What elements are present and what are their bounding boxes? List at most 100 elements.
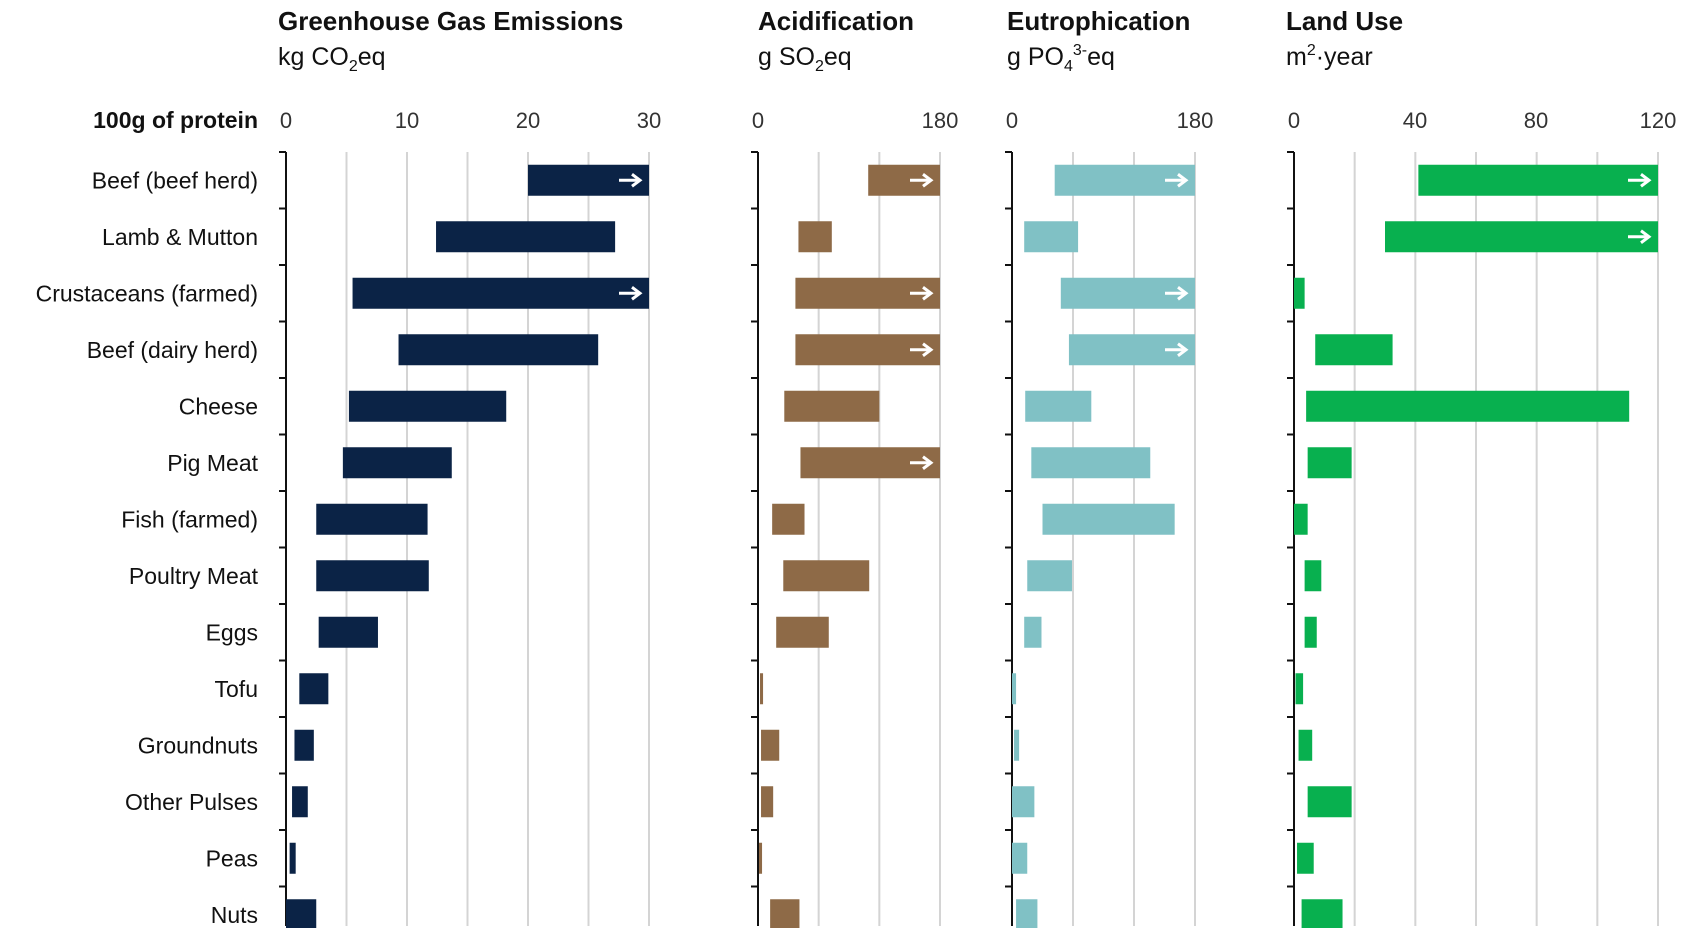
panel-eutrophication: Eutrophication g PO43-eq 0 180	[1005, 6, 1213, 928]
bar-eggs	[318, 616, 378, 648]
overflow-arrow-icon	[910, 286, 934, 301]
bar-fish-farmed	[316, 503, 428, 535]
row-labels: Beef (beef herd) Lamb & Mutton Crustaceans…	[36, 167, 259, 928]
overflow-arrow-icon	[910, 173, 934, 188]
bar-peas	[1297, 842, 1314, 874]
tick-label: 120	[1640, 108, 1677, 133]
panel-title: Greenhouse Gas Emissions	[278, 6, 623, 36]
tick-label: 40	[1403, 108, 1427, 133]
category-label-groundnuts: Groundnuts	[138, 732, 258, 758]
tick-label: 30	[637, 108, 661, 133]
bar-cheese	[1306, 390, 1630, 422]
bar-other-pulses	[292, 786, 308, 818]
bar-tofu	[1295, 673, 1304, 705]
bar-pig-meat	[1031, 447, 1151, 479]
overflow-arrow-icon	[910, 342, 934, 357]
bar-groundnuts	[294, 729, 314, 761]
overflow-arrow-icon	[619, 173, 643, 188]
panel-unit: kg CO2eq	[278, 43, 386, 75]
tick-label: 80	[1524, 108, 1548, 133]
bar-cheese	[784, 390, 880, 422]
bar-peas	[759, 842, 763, 874]
tick-label: 0	[752, 108, 764, 133]
category-label-peas: Peas	[206, 845, 258, 871]
panel-unit: m2·year	[1286, 42, 1373, 71]
bar-fish-farmed	[1042, 503, 1175, 535]
bar-eggs	[776, 616, 829, 648]
category-label-beef-dairy-herd: Beef (dairy herd)	[87, 337, 258, 363]
bar-fish-farmed	[1294, 503, 1308, 535]
bar-peas	[289, 842, 296, 874]
category-label-cheese: Cheese	[179, 393, 258, 419]
bar-nuts	[770, 899, 800, 928]
bar-groundnuts	[761, 729, 780, 761]
panels: Greenhouse Gas Emissions kg CO2eq 0 10 20 30 A…	[278, 6, 1676, 928]
tick-label: 180	[922, 108, 959, 133]
overflow-arrow-icon	[1628, 173, 1652, 188]
bar-beef-dairy-herd	[1315, 334, 1393, 366]
bar-poultry-meat	[1027, 560, 1072, 592]
panel-acidification: Acidification g SO2eq 0 180	[751, 6, 958, 928]
bar-lamb-mutton	[1385, 221, 1658, 253]
tick-label: 20	[516, 108, 540, 133]
bar-pig-meat	[342, 447, 452, 479]
bar-peas	[1012, 842, 1028, 874]
category-label-fish-farmed: Fish (farmed)	[121, 506, 258, 532]
overflow-arrow-icon	[910, 455, 934, 470]
tick-label: 0	[1006, 108, 1018, 133]
overflow-arrow-icon	[1628, 229, 1652, 244]
category-label-other-pulses: Other Pulses	[125, 789, 258, 815]
tick-label: 10	[395, 108, 419, 133]
bar-poultry-meat	[1304, 560, 1322, 592]
bar-groundnuts	[1298, 729, 1313, 761]
bar-cheese	[1025, 390, 1092, 422]
category-label-tofu: Tofu	[215, 676, 258, 702]
panel-unit: g PO43-eq	[1007, 42, 1115, 75]
bar-beef-beef-herd	[1418, 164, 1658, 196]
tick-label: 180	[1177, 108, 1214, 133]
category-label-beef-beef-herd: Beef (beef herd)	[92, 167, 258, 193]
overflow-arrow-icon	[1165, 342, 1189, 357]
panel-greenhouse-gas-emissions: Greenhouse Gas Emissions kg CO2eq 0 10 20 30	[278, 6, 661, 928]
bar-beef-dairy-herd	[398, 334, 599, 366]
panel-title: Land Use	[1286, 6, 1403, 36]
panel-title: Eutrophication	[1007, 6, 1190, 36]
category-label-pig-meat: Pig Meat	[167, 450, 258, 476]
bar-lamb-mutton	[436, 221, 616, 253]
bar-other-pulses	[761, 786, 774, 818]
category-label-lamb-mutton: Lamb & Mutton	[102, 224, 258, 250]
bar-tofu	[299, 673, 329, 705]
panel-title: Acidification	[758, 6, 914, 36]
bar-nuts	[1301, 899, 1343, 928]
bar-other-pulses	[1012, 786, 1035, 818]
header-label: 100g of protein	[93, 107, 258, 133]
bar-crustaceans-farmed	[352, 277, 649, 309]
bar-pig-meat	[1307, 447, 1352, 479]
panel-land-use: Land Use m2·year 0 40 80 120	[1286, 6, 1676, 928]
bar-nuts	[1016, 899, 1038, 928]
bar-crustaceans-farmed	[1294, 277, 1305, 309]
overflow-arrow-icon	[1165, 286, 1189, 301]
category-label-nuts: Nuts	[211, 902, 258, 928]
bar-cheese	[348, 390, 507, 422]
panel-unit: g SO2eq	[758, 43, 852, 75]
bar-lamb-mutton	[1024, 221, 1079, 253]
bar-groundnuts	[1014, 729, 1020, 761]
overflow-arrow-icon	[1165, 173, 1189, 188]
overflow-arrow-icon	[619, 286, 643, 301]
tick-label: 0	[1288, 108, 1300, 133]
bar-tofu	[760, 673, 764, 705]
category-label-eggs: Eggs	[206, 619, 258, 645]
bar-eggs	[1304, 616, 1317, 648]
tick-label: 0	[280, 108, 292, 133]
category-label-crustaceans-farmed: Crustaceans (farmed)	[36, 280, 258, 306]
bar-poultry-meat	[316, 560, 429, 592]
bar-fish-farmed	[772, 503, 805, 535]
bar-nuts	[286, 899, 317, 928]
category-label-poultry-meat: Poultry Meat	[129, 563, 259, 589]
bar-lamb-mutton	[798, 221, 832, 253]
bar-other-pulses	[1307, 786, 1352, 818]
bar-poultry-meat	[783, 560, 870, 592]
bar-eggs	[1024, 616, 1042, 648]
